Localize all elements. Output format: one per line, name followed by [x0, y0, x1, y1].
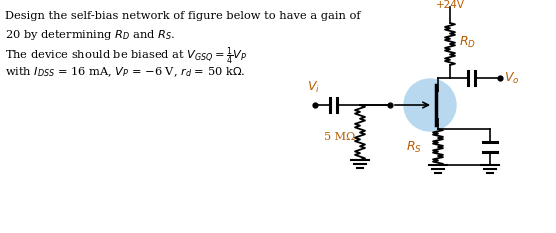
- Text: +24V: +24V: [435, 0, 464, 10]
- Text: Design the self-bias network of figure below to have a gain of: Design the self-bias network of figure b…: [5, 11, 361, 21]
- Text: The device should be biased at $V_{GSQ} = \frac{1}{4}V_P$: The device should be biased at $V_{GSQ} …: [5, 45, 247, 67]
- Text: $R_S$: $R_S$: [406, 139, 422, 154]
- Circle shape: [404, 79, 456, 131]
- Text: 20 by determining $R_D$ and $R_S$.: 20 by determining $R_D$ and $R_S$.: [5, 28, 176, 42]
- Text: with $I_{DSS}$ = 16 mA, $V_P$ = $-$6 V, $r_d$ = 50 k$\Omega$.: with $I_{DSS}$ = 16 mA, $V_P$ = $-$6 V, …: [5, 65, 245, 79]
- Text: $V_i$: $V_i$: [306, 80, 320, 95]
- Text: $R_D$: $R_D$: [459, 34, 476, 50]
- Text: 5 MΩ: 5 MΩ: [324, 133, 355, 143]
- Text: $V_o$: $V_o$: [504, 70, 519, 86]
